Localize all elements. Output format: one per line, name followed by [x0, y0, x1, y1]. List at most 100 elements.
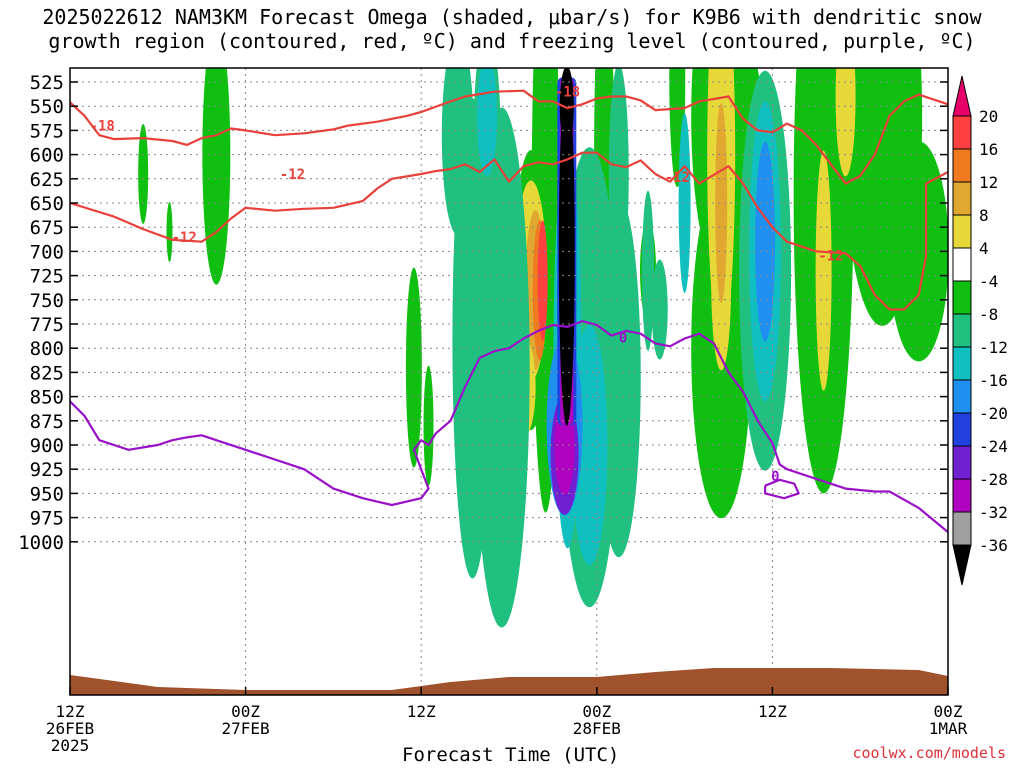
- colorbar-label: 4: [979, 239, 989, 258]
- y-tick-label: 850: [30, 387, 64, 409]
- y-tick-label: 575: [30, 120, 64, 142]
- x-tick-label: 27FEB: [222, 719, 270, 738]
- omega-cell: [715, 103, 728, 303]
- y-tick-label: 600: [30, 145, 64, 167]
- colorbar-label: -4: [979, 272, 998, 291]
- y-tick-label: 725: [30, 266, 64, 288]
- grid-lines: [70, 68, 948, 695]
- omega-cell: [138, 123, 149, 224]
- x-tick-label: 12Z: [407, 702, 436, 721]
- colorbar-label: 8: [979, 206, 989, 225]
- omega-cell: [755, 141, 776, 342]
- colorbar-label: -12: [979, 338, 1008, 357]
- colorbar-label: 20: [979, 107, 998, 126]
- credit-link[interactable]: coolwx.com/models: [852, 744, 1006, 762]
- x-tick-label: 26FEB: [46, 719, 94, 738]
- x-tick-label: 28FEB: [573, 719, 621, 738]
- omega-cell: [835, 68, 856, 177]
- omega-cell: [608, 68, 629, 284]
- y-tick-label: 900: [30, 435, 64, 457]
- omega-cell: [477, 68, 498, 176]
- y-tick-label: 525: [30, 72, 64, 94]
- y-tick-label: 875: [30, 411, 64, 433]
- colorbar-label: -36: [979, 536, 1008, 555]
- dgz-contour-minus18: [70, 89, 948, 185]
- omega-cell: [405, 267, 422, 468]
- y-tick-label: 925: [30, 459, 64, 481]
- terrain: [70, 668, 948, 695]
- colorbar-swatch: [952, 247, 972, 282]
- y-tick-label: 750: [30, 290, 64, 312]
- chart-subtitle: growth region (contoured, red, ºC) and f…: [48, 29, 976, 53]
- y-tick-label: 650: [30, 193, 64, 215]
- omega-cell: [166, 202, 173, 263]
- y-tick-label: 825: [30, 362, 64, 384]
- contour-label: -12: [280, 167, 305, 183]
- colorbar-swatch: [952, 148, 972, 183]
- y-tick-label: 625: [30, 169, 64, 191]
- colorbar-swatch: [952, 214, 972, 249]
- freezing-level-contour: [70, 320, 948, 534]
- colorbar-swatch: [952, 115, 972, 150]
- x-tick-label: 2025: [51, 736, 90, 755]
- omega-cell: [853, 68, 882, 198]
- x-tick-label: 12Z: [56, 702, 85, 721]
- dgz-contour-minus12: [70, 151, 948, 311]
- colorbar-label: -8: [979, 305, 998, 324]
- omega-core-black: [558, 77, 575, 426]
- contours: -18 -12 -12 -18 -12 -12 0 0: [70, 85, 948, 534]
- colorbar-swatch: [952, 511, 972, 546]
- y-tick-label: 800: [30, 338, 64, 360]
- x-tick-label: 00Z: [934, 702, 963, 721]
- y-tick-label: 775: [30, 314, 64, 336]
- colorbar-label: -28: [979, 470, 1008, 489]
- x-tick-label: 12Z: [758, 702, 787, 721]
- contour-label: -12: [665, 170, 690, 186]
- colorbar-label: -32: [979, 503, 1008, 522]
- omega-cell: [815, 150, 832, 391]
- omega-cell: [888, 141, 948, 362]
- colorbar-swatch: [952, 313, 972, 348]
- omega-shading: [138, 68, 948, 628]
- colorbar-arrow-bottom: [952, 544, 972, 586]
- contour-label: 0: [619, 331, 627, 347]
- colorbar-swatch: [952, 478, 972, 513]
- colorbar-label: -20: [979, 404, 1008, 423]
- x-tick-label: 00Z: [582, 702, 611, 721]
- omega-cell: [537, 220, 548, 341]
- colorbar-swatch: [952, 280, 972, 315]
- colorbar-swatch: [952, 445, 972, 480]
- x-axis-label: Forecast Time (UTC): [402, 744, 620, 766]
- y-tick-label: 700: [30, 241, 64, 263]
- omega-cell: [651, 259, 668, 360]
- colorbar-swatch: [952, 379, 972, 414]
- y-tick-label: 950: [30, 483, 64, 505]
- contour-label: -12: [171, 230, 196, 246]
- colorbar: 20 16 12 8 4 -4 -8 -12 -16 -20 -24 -28 -32 -36: [952, 75, 1008, 586]
- contour-label: -18: [90, 119, 115, 135]
- colorbar-swatch: [952, 346, 972, 381]
- y-tick-label: 1000: [18, 532, 64, 554]
- omega-cell: [596, 197, 641, 558]
- y-tick-label: 975: [30, 508, 64, 530]
- omega-cell: [423, 365, 434, 486]
- contour-label: -12: [818, 248, 843, 264]
- terrain-fill: [70, 668, 948, 695]
- colorbar-label: 16: [979, 140, 998, 159]
- colorbar-swatch: [952, 181, 972, 216]
- chart-title: 2025022612 NAM3KM Forecast Omega (shaded…: [42, 5, 982, 29]
- freezing-level-loop: [764, 478, 800, 500]
- plot-frame: [69, 67, 949, 696]
- y-tick-label: 675: [30, 217, 64, 239]
- contour-label: -18: [555, 85, 580, 101]
- colorbar-label: 12: [979, 173, 998, 192]
- x-tick-label: 00Z: [231, 702, 260, 721]
- y-tick-label: 550: [30, 96, 64, 118]
- colorbar-swatch: [952, 412, 972, 447]
- omega-cell: [678, 113, 691, 293]
- omega-cell: [202, 68, 231, 285]
- colorbar-arrow-top: [952, 75, 972, 117]
- contour-label: 0: [771, 469, 779, 485]
